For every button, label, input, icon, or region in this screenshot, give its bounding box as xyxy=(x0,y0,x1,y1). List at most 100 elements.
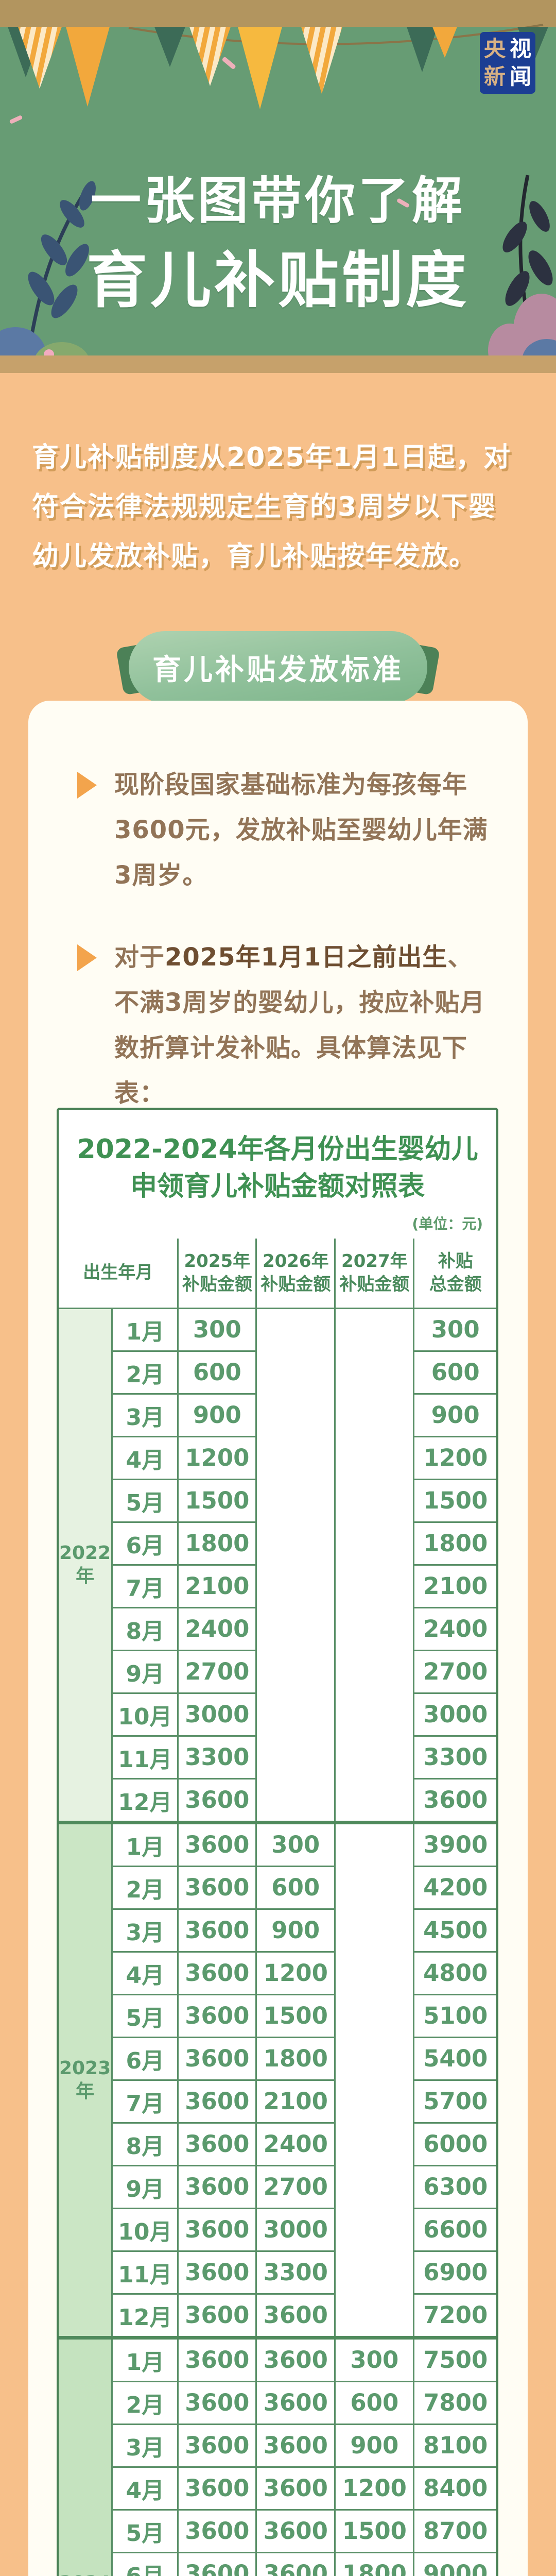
month-cell: 6月 xyxy=(112,2036,179,2081)
table-row: 4月 1200 1200 xyxy=(59,1435,496,1480)
y2025-amount-cell: 3300 xyxy=(177,1735,257,1780)
month-cell: 2月 xyxy=(112,1350,179,1395)
table-row: 8月 3600 2400 6000 xyxy=(59,2122,496,2166)
table-row: 10月 3000 3000 xyxy=(59,1692,496,1737)
y2025-amount-cell: 3600 xyxy=(177,2079,257,2124)
col-header-birth: 出生年月 xyxy=(59,1238,179,1309)
y2025-amount-cell: 900 xyxy=(177,1393,257,1437)
table-row: 6月 3600 3600 1800 9000 xyxy=(59,2551,496,2576)
total-amount-cell: 7500 xyxy=(413,2335,496,2382)
section-header-label: 育儿补贴发放标准 xyxy=(129,631,427,703)
total-amount-cell: 2400 xyxy=(413,1606,496,1651)
y2025-amount-cell: 1200 xyxy=(177,1435,257,1480)
total-amount-cell: 300 xyxy=(413,1307,496,1352)
y2025-amount-cell: 600 xyxy=(177,1350,257,1395)
y2026-amount-cell: 3000 xyxy=(255,2207,336,2252)
y2027-amount-cell: 1500 xyxy=(334,2509,415,2553)
y2025-amount-cell: 3600 xyxy=(177,2250,257,2295)
total-amount-cell: 2100 xyxy=(413,1564,496,1608)
month-cell: 6月 xyxy=(112,1521,179,1566)
y2026-amount-cell: 3600 xyxy=(255,2380,336,2425)
y2027-amount-cell: 600 xyxy=(334,2380,415,2425)
table-row: 4月 3600 1200 4800 xyxy=(59,1951,496,1995)
year-cell: 2024年 xyxy=(59,2335,113,2576)
y2027-amount-cell: 900 xyxy=(334,2423,415,2468)
total-amount-cell: 1800 xyxy=(413,1521,496,1566)
logo-char: 闻 xyxy=(509,64,531,89)
table-row: 6月 1800 1800 xyxy=(59,1521,496,1566)
table-row: 5月 1500 1500 xyxy=(59,1478,496,1523)
table-row: 5月 3600 1500 5100 xyxy=(59,1993,496,2038)
y2025-amount-cell: 2100 xyxy=(177,1564,257,1608)
total-amount-cell: 900 xyxy=(413,1393,496,1437)
page-title-line1: 一张图带你了解 xyxy=(90,172,465,230)
table-title: 2022-2024年各月份出生婴幼儿 申领育儿补贴金额对照表 xyxy=(59,1131,496,1206)
total-amount-cell: 4800 xyxy=(413,1951,496,1995)
total-amount-cell: 9000 xyxy=(413,2551,496,2576)
month-cell: 9月 xyxy=(112,2164,179,2209)
table-row: 2月 600 600 xyxy=(59,1350,496,1395)
month-cell: 2月 xyxy=(112,2380,179,2425)
table-row: 2月 3600 600 4200 xyxy=(59,1865,496,1910)
month-cell: 5月 xyxy=(112,1993,179,2038)
flag-shadows xyxy=(8,27,548,77)
month-cell: 7月 xyxy=(112,1564,179,1608)
section-header-standards: 育儿补贴发放标准 xyxy=(115,631,441,703)
month-cell: 9月 xyxy=(112,1649,179,1694)
bullet2-prefix: 对于 xyxy=(114,943,165,972)
bullet2-strong: 2025年1月1日之前出生 xyxy=(165,943,448,972)
standards-bullets: 现阶段国家基础标准为每孩每年3600元，发放补贴至婴幼儿年满3周岁。 对于202… xyxy=(77,762,493,1116)
month-cell: 1月 xyxy=(111,2335,179,2382)
y2025-amount-cell: 3600 xyxy=(177,1908,257,1953)
table-row: 6月 3600 1800 5400 xyxy=(59,2036,496,2081)
hero-ground-rail xyxy=(0,355,556,373)
y2025-amount-cell: 3000 xyxy=(177,1692,257,1737)
table-row: 2024年1月360036003007500 xyxy=(59,2335,496,2576)
table-row: 7月 3600 2100 5700 xyxy=(59,2079,496,2124)
year-cell: 2022 年 xyxy=(59,1307,113,1823)
y2025-amount-cell: 3600 xyxy=(177,2207,257,2252)
table-row: 2022 年 1月 300 300 xyxy=(59,1307,496,1823)
total-amount-cell: 5100 xyxy=(413,1993,496,2038)
y2026-amount-cell: 3600 xyxy=(255,2423,336,2468)
total-amount-cell: 5700 xyxy=(413,2079,496,2124)
month-cell: 4月 xyxy=(112,1435,179,1480)
month-cell: 10月 xyxy=(112,1692,179,1737)
month-cell: 3月 xyxy=(112,2423,179,2468)
total-amount-cell: 2700 xyxy=(413,1649,496,1694)
total-amount-cell: 3600 xyxy=(413,1777,496,1823)
logo-char: 视 xyxy=(509,36,531,61)
table-row: 10月 3600 3000 6600 xyxy=(59,2207,496,2252)
total-amount-cell: 3000 xyxy=(413,1692,496,1737)
table-row: 7月 2100 2100 xyxy=(59,1564,496,1608)
y2025-amount-cell: 3600 xyxy=(177,1865,257,1910)
y2026-amount-cell: 2400 xyxy=(255,2122,336,2166)
y2025-amount-cell: 1500 xyxy=(177,1478,257,1523)
month-cell: 5月 xyxy=(112,2509,179,2553)
y2025-amount-cell: 300 xyxy=(177,1307,257,1352)
y2025-amount-cell: 2700 xyxy=(177,1649,257,1694)
y2025-amount-cell: 2400 xyxy=(177,1606,257,1651)
table-row: 4月 3600 3600 1200 8400 xyxy=(59,2466,496,2511)
hero-top-bar xyxy=(0,0,556,27)
total-amount-cell: 6600 xyxy=(413,2207,496,2252)
y2026-amount-cell: 3600 xyxy=(255,2509,336,2553)
month-cell: 8月 xyxy=(112,2122,179,2166)
y2025-amount-cell: 3600 xyxy=(177,1777,257,1823)
total-amount-cell: 3300 xyxy=(413,1735,496,1780)
subsidy-table: 2022-2024年各月份出生婴幼儿 申领育儿补贴金额对照表 (单位：元) 出生… xyxy=(57,1108,498,2576)
y2026-amount-cell: 300 xyxy=(255,1820,336,1867)
y2025-amount-cell: 3600 xyxy=(177,2380,257,2425)
year-cell: 2023 年 xyxy=(59,1820,113,2338)
table-unit-label: (单位：元) xyxy=(412,1215,483,1232)
y2025-amount-cell: 3600 xyxy=(177,2423,257,2468)
y2025-amount-cell: 3600 xyxy=(177,2293,257,2338)
y2025-amount-cell: 3600 xyxy=(177,1993,257,2038)
y2026-amount-cell: 3600 xyxy=(255,2466,336,2511)
table-row: 12月 3600 3600 xyxy=(59,1777,496,1823)
y2025-amount-cell: 1800 xyxy=(177,1521,257,1566)
table-header-row: 出生年月 2025年 补贴金额 2026年 补贴金额 2027年 补贴金额 补贴… xyxy=(59,1238,496,1309)
total-amount-cell: 1500 xyxy=(413,1478,496,1523)
month-cell: 5月 xyxy=(112,1478,179,1523)
month-cell: 2月 xyxy=(112,1865,179,1910)
